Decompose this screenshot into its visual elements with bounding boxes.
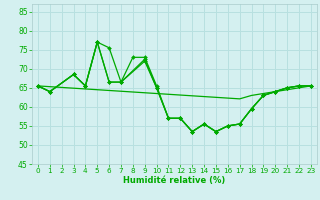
X-axis label: Humidité relative (%): Humidité relative (%) xyxy=(123,176,226,185)
